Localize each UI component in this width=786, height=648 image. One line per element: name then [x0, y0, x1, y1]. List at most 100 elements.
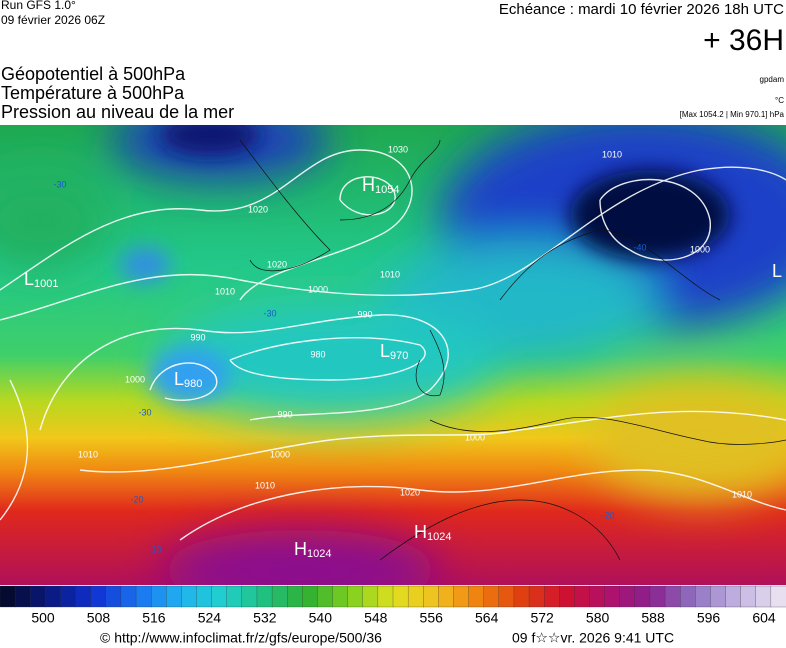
colorbar-swatch	[347, 585, 364, 608]
colorbar-swatch	[755, 585, 772, 608]
center-letter: H	[414, 522, 427, 542]
center-letter: L	[772, 261, 782, 281]
source-url: © http://www.infoclimat.fr/z/gfs/europe/…	[100, 630, 382, 646]
isobar-label: 1020	[267, 259, 287, 269]
colorbar-swatch	[392, 585, 409, 608]
colorbar-swatch	[30, 585, 46, 608]
center-value: 1024	[427, 531, 451, 543]
colorbar-swatch	[211, 585, 228, 608]
isobar-label: 1010	[215, 286, 235, 296]
colorbar-swatch	[544, 585, 560, 608]
colorbar-swatch	[634, 585, 651, 608]
isobar-label: 1000	[125, 374, 145, 384]
pressure-center: L1001	[24, 269, 59, 290]
center-letter: H	[362, 175, 375, 195]
colorbar-swatch	[589, 585, 606, 608]
isobar-label: 1010	[380, 269, 400, 279]
colorbar-swatch	[14, 585, 31, 608]
center-letter: L	[380, 341, 390, 361]
temperature-label: -40	[633, 242, 646, 252]
center-value: 1054	[375, 184, 399, 196]
colorbar-swatch	[483, 585, 500, 608]
pressure-center: L970	[380, 341, 408, 362]
temperature-label: -30	[53, 179, 66, 189]
center-value: 1001	[34, 278, 58, 290]
unit-label: °C	[775, 96, 784, 105]
colorbar-swatch	[317, 585, 334, 608]
colorbar-swatch	[226, 585, 243, 608]
colorbar-swatch	[423, 585, 439, 608]
center-value: 980	[184, 378, 202, 390]
colorbar-swatch	[453, 585, 470, 608]
colorbar-swatch	[332, 585, 349, 608]
colorbar-swatch	[528, 585, 545, 608]
colorbar-swatch	[90, 585, 107, 608]
colorbar-label: 588	[641, 610, 665, 626]
field-title: Géopotentiel à 500hPa	[1, 64, 186, 84]
pressure-center: H1024	[414, 522, 451, 543]
colorbar-swatch	[105, 585, 122, 608]
field-title: Température à 500hPa	[1, 83, 185, 103]
colorbar-label: 596	[697, 610, 721, 626]
colorbar-swatch	[664, 585, 681, 608]
isobar-label: 1000	[465, 432, 485, 442]
isobar-label: 1000	[308, 284, 328, 294]
colorbar-swatch	[574, 585, 591, 608]
colorbar-label: 524	[198, 610, 222, 626]
colorbar-label: 532	[253, 610, 277, 626]
colorbar-swatch	[680, 585, 696, 608]
pressure-center: H1054	[362, 175, 399, 196]
temperature-label: -30	[138, 407, 151, 417]
colorbar-label: 604	[752, 610, 776, 626]
unit-label: [Max 1054.2 | Min 970.1] hPa	[680, 110, 785, 119]
colorbar-swatch	[695, 585, 712, 608]
temperature-label: -20	[601, 510, 614, 520]
colorbar-label: 548	[364, 610, 388, 626]
colorbar-swatch	[135, 585, 152, 608]
center-value: 1024	[307, 548, 331, 560]
colorbar-swatch	[0, 585, 16, 608]
isobar-label: 1010	[78, 449, 98, 459]
isobar-label: 1010	[732, 489, 752, 499]
colorbar-swatch	[725, 585, 742, 608]
isobar-label: 1010	[602, 149, 622, 159]
colorbar-label: 540	[309, 610, 333, 626]
pressure-center: L	[772, 261, 782, 281]
colorbar-swatch	[120, 585, 137, 608]
colorbar-swatch	[302, 585, 319, 608]
isobar-label: 1010	[255, 480, 275, 490]
isobar-label: 1020	[248, 204, 268, 214]
colorbar-label: 580	[586, 610, 610, 626]
isobar-label: 1030	[388, 144, 408, 154]
header: Run GFS 1.0° 09 février 2026 06Z Echéanc…	[1, 0, 785, 122]
pressure-center: L980	[174, 369, 202, 390]
colorbar-swatch	[619, 585, 636, 608]
colorbar-label: 556	[420, 610, 444, 626]
colorbar-swatch	[362, 585, 379, 608]
colorbar-swatch	[710, 585, 727, 608]
colorbar-swatch	[438, 585, 455, 608]
unit-label: gpdam	[760, 75, 785, 84]
valid-time: Echéance : mardi 10 février 2026 18h UTC	[499, 1, 784, 18]
isobar-label: 990	[190, 332, 205, 342]
center-letter: L	[174, 369, 184, 389]
colorbar-swatch	[604, 585, 621, 608]
colorbar-swatch	[256, 585, 273, 608]
run-label: Run GFS 1.0°	[1, 0, 76, 12]
temperature-label: -30	[263, 308, 276, 318]
colorbar-swatch	[60, 585, 77, 608]
colorbar-label: 572	[530, 610, 554, 626]
colorbar-swatch	[498, 585, 515, 608]
field-title: Pression au niveau de la mer	[1, 102, 234, 122]
colorbar-swatch	[770, 585, 786, 608]
colorbar-swatch	[407, 585, 424, 608]
temperature-label: -10	[148, 544, 161, 554]
isobar-label: 1000	[270, 449, 290, 459]
temperature-label: -20	[130, 494, 143, 504]
generated-time: 09 f☆☆vr. 2026 9:41 UTC	[512, 630, 674, 646]
run-date: 09 février 2026 06Z	[1, 13, 105, 27]
colorbar-label: 500	[31, 610, 55, 626]
colorbar-swatch	[166, 585, 183, 608]
